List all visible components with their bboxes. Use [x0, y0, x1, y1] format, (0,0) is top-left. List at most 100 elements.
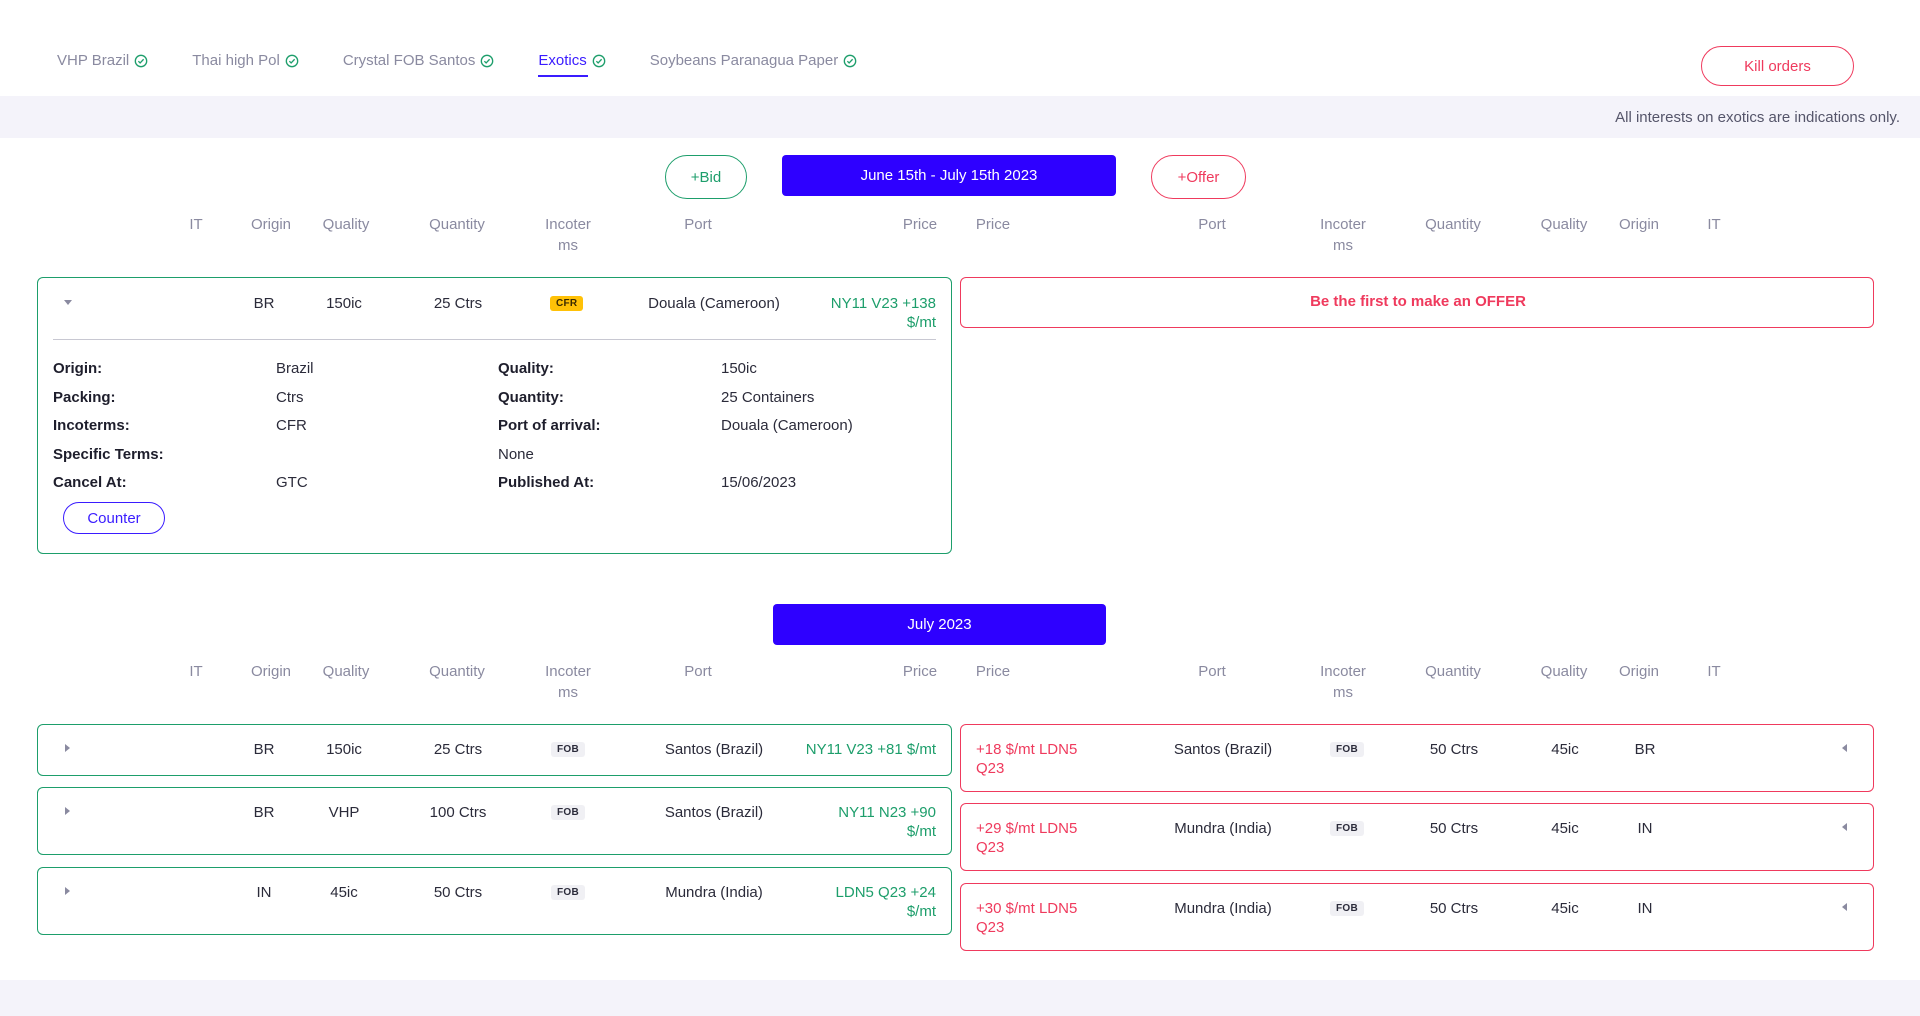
bid-quality: 150ic	[326, 741, 362, 758]
bid-row[interactable]: IN 45ic 50 Ctrs FOB Mundra (India) LDN5 …	[37, 867, 952, 935]
col-header-port: Port	[1198, 216, 1226, 233]
col-header-port: Port	[684, 663, 712, 680]
tab-soybeans-paranagua-paper[interactable]: Soybeans Paranagua Paper	[650, 52, 857, 75]
offer-row[interactable]: +29 $/mt LDN5 Q23 Mundra (India) FOB 50 …	[960, 803, 1874, 871]
detail-cancel-at-value: GTC	[276, 474, 308, 491]
period-header: June 15th - July 15th 2023	[782, 155, 1116, 196]
detail-port-label: Port of arrival:	[498, 417, 601, 434]
col-header-incoterms-line1: Incoter	[1320, 663, 1366, 680]
detail-origin-label: Origin:	[53, 360, 103, 377]
detail-port-value: Douala (Cameroon)	[721, 417, 853, 434]
tab-thai-high-pol[interactable]: Thai high Pol	[192, 52, 299, 75]
bid-origin: BR	[253, 804, 275, 821]
bid-row[interactable]: BR 150ic 25 Ctrs FOB Santos (Brazil) NY1…	[37, 724, 952, 776]
col-header-price: Price	[902, 216, 938, 233]
empty-offer-card[interactable]: Be the first to make an OFFER	[960, 277, 1874, 328]
bid-port: Santos (Brazil)	[664, 804, 764, 821]
offer-row[interactable]: +18 $/mt LDN5 Q23 Santos (Brazil) FOB 50…	[960, 724, 1874, 792]
bid-price-line1: NY11 V23 +138	[830, 295, 936, 312]
bid-port: Santos (Brazil)	[664, 741, 764, 758]
check-circle-icon	[481, 54, 494, 67]
check-circle-icon	[843, 54, 857, 67]
expand-caret-icon[interactable]	[65, 744, 70, 752]
col-header-quantity: Quantity	[1425, 663, 1481, 680]
bid-price-line2: $/mt	[906, 903, 936, 920]
incoterm-badge: FOB	[1330, 742, 1365, 757]
offer-origin: IN	[1637, 900, 1653, 917]
tab-vhp-brazil[interactable]: VHP Brazil	[57, 52, 148, 75]
counter-button[interactable]: Counter	[63, 502, 165, 534]
collapse-caret-icon[interactable]	[64, 300, 72, 305]
detail-quality-value: 150ic	[721, 360, 757, 377]
tab-label: Crystal FOB Santos	[342, 52, 476, 69]
tab-label: Soybeans Paranagua Paper	[649, 52, 839, 69]
notice-bar: All interests on exotics are indications…	[0, 96, 1920, 138]
bid-quality: VHP	[328, 804, 360, 821]
offer-price: +30 $/mt LDN5 Q23	[976, 899, 1116, 937]
check-circle-icon	[285, 54, 299, 67]
incoterm-badge: FOB	[551, 805, 586, 820]
col-header-incoterms: Incoter ms	[533, 214, 603, 256]
expand-caret-icon[interactable]	[1842, 744, 1847, 752]
col-header-quality: Quality	[322, 216, 370, 233]
col-header-price: Price	[975, 216, 1011, 233]
bid-quality: 45ic	[330, 884, 358, 901]
col-header-incoterms-line2: ms	[1333, 237, 1353, 254]
offer-price: +29 $/mt LDN5 Q23	[976, 819, 1116, 857]
bid-origin: IN	[256, 884, 272, 901]
tab-crystal-fob-santos[interactable]: Crystal FOB Santos	[343, 52, 495, 75]
col-header-port: Port	[1198, 663, 1226, 680]
detail-quantity-value: 25 Containers	[721, 389, 815, 406]
bid-price: NY11 V23 +138 $/mt	[808, 294, 936, 332]
offer-origin: IN	[1637, 820, 1653, 837]
col-header-price: Price	[975, 663, 1011, 680]
product-tabs: VHP Brazil Thai high Pol Crystal FOB San…	[57, 52, 901, 77]
detail-published-label: Published At:	[498, 474, 595, 491]
offer-price-line1: +29 $/mt LDN5	[976, 820, 1078, 837]
first-offer-message: Be the first to make an OFFER	[1310, 293, 1526, 310]
exotics-notice: All interests on exotics are indications…	[1615, 109, 1900, 126]
detail-incoterms-label: Incoterms:	[53, 417, 130, 434]
add-offer-button[interactable]: +Offer	[1151, 155, 1246, 199]
offer-port: Mundra (India)	[1174, 820, 1272, 837]
offer-row[interactable]: +30 $/mt LDN5 Q23 Mundra (India) FOB 50 …	[960, 883, 1874, 951]
bid-price-line1: NY11 V23 +81 $/mt	[805, 741, 936, 758]
bid-port: Douala (Cameroon)	[648, 295, 780, 312]
bid-price-line1: NY11 N23 +90	[838, 804, 936, 821]
col-header-incoterms-line1: Incoter	[1320, 216, 1366, 233]
top-bar: VHP Brazil Thai high Pol Crystal FOB San…	[0, 0, 1920, 96]
bid-price: NY11 N23 +90 $/mt	[808, 803, 936, 841]
tab-label: Exotics	[538, 52, 587, 69]
col-header-it: IT	[189, 216, 203, 233]
detail-packing-value: Ctrs	[276, 389, 304, 406]
col-header-quantity: Quantity	[429, 216, 485, 233]
col-header-it: IT	[1707, 663, 1721, 680]
kill-orders-button[interactable]: Kill orders	[1701, 46, 1854, 86]
incoterm-badge: FOB	[551, 742, 586, 757]
offer-quantity: 50 Ctrs	[1429, 900, 1479, 917]
detail-specific-terms-value: None	[498, 446, 534, 463]
col-header-port: Port	[684, 216, 712, 233]
tab-label: VHP Brazil	[57, 52, 130, 69]
bottom-strip	[0, 980, 1920, 1016]
expand-caret-icon[interactable]	[65, 807, 70, 815]
detail-cancel-at-label: Cancel At:	[53, 474, 127, 491]
add-bid-button[interactable]: +Bid	[665, 155, 747, 199]
col-header-quality: Quality	[1540, 663, 1588, 680]
incoterm-badge: FOB	[1330, 901, 1365, 916]
detail-specific-terms-label: Specific Terms:	[53, 446, 164, 463]
bid-price-line1: LDN5 Q23 +24	[835, 884, 936, 901]
col-header-origin: Origin	[250, 663, 291, 680]
tab-exotics[interactable]: Exotics	[538, 52, 606, 77]
col-header-quality: Quality	[1540, 216, 1588, 233]
expand-caret-icon[interactable]	[1842, 903, 1847, 911]
expand-caret-icon[interactable]	[1842, 823, 1847, 831]
bid-row[interactable]: BR VHP 100 Ctrs FOB Santos (Brazil) NY11…	[37, 787, 952, 855]
detail-origin-value: Brazil	[276, 360, 314, 377]
col-header-quantity: Quantity	[429, 663, 485, 680]
bid-quality: 150ic	[326, 295, 362, 312]
detail-published-value: 15/06/2023	[721, 474, 797, 491]
col-header-incoterms-line2: ms	[1333, 684, 1353, 701]
expand-caret-icon[interactable]	[65, 887, 70, 895]
bid-card-expanded[interactable]: BR 150ic 25 Ctrs CFR Douala (Cameroon) N…	[37, 277, 952, 554]
